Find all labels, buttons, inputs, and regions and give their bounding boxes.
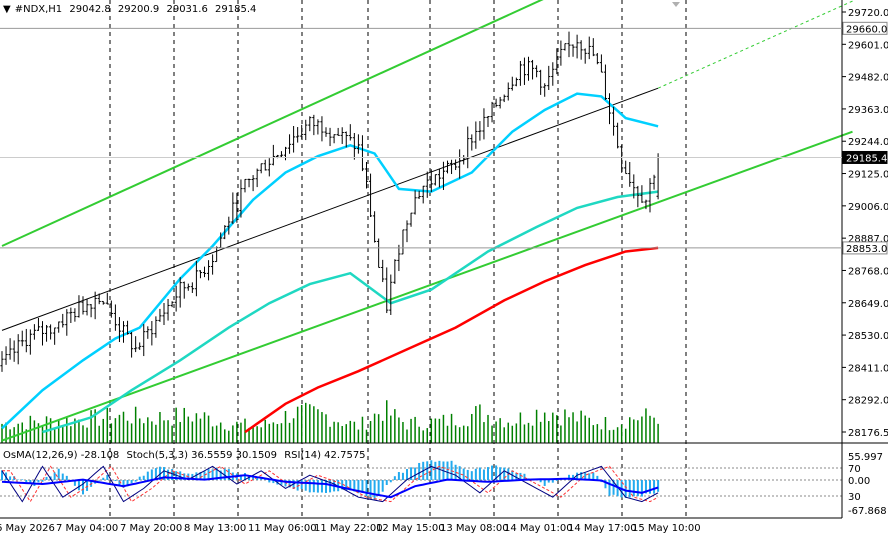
price-tick-label: 28530.0	[848, 331, 888, 342]
time-label: 7 May 04:00	[56, 523, 118, 534]
price-tick-label: 28411.0	[848, 363, 888, 374]
price-label-box	[842, 150, 888, 164]
price-label-box	[842, 241, 888, 255]
price-tick-label: 29601.0	[848, 40, 888, 51]
channel-line	[1, 0, 544, 247]
price-tick-label: 29720.0	[848, 8, 888, 19]
scroll-marker-icon[interactable]	[672, 2, 680, 7]
time-label: 11 May 22:00	[314, 523, 383, 534]
indicator-tick-label: 70	[848, 464, 861, 475]
price-tick-label: 28176.5	[848, 428, 888, 439]
indicator-tick-label: 55.997	[848, 452, 883, 463]
symbol-name: #NDX,H1	[14, 4, 63, 15]
time-label: 12 May 15:00	[376, 523, 445, 534]
time-label: 15 May 10:00	[632, 523, 701, 534]
price-tick-label: 28292.0	[848, 396, 888, 407]
symbol-header: ▼ #NDX,H1 29042.8 29200.9 29031.6 29185.4	[3, 4, 260, 15]
price-label-box	[842, 21, 888, 35]
ohlc-open: 29042.8	[69, 4, 111, 15]
rsi-line	[1, 474, 659, 499]
price-tick-label: 28887.0	[848, 234, 888, 245]
price-tick-label: 29244.0	[848, 137, 888, 148]
price-label: 29185.4	[846, 153, 887, 164]
price-tick-label: 29006.0	[848, 202, 888, 213]
ohlc-close: 29185.4	[215, 4, 257, 15]
price-tick-label: 29482.0	[848, 73, 888, 84]
time-label: 14 May 01:00	[504, 523, 573, 534]
indicator-header: OsMA(12,26,9) -28.108 Stoch(5,3,3) 36.55…	[3, 450, 370, 461]
trend-line	[1, 87, 659, 331]
indicator-tick-label: 0.00	[848, 476, 870, 487]
price-tick-label: 28768.0	[848, 266, 888, 277]
time-label: 14 May 17:00	[568, 523, 637, 534]
indicator-tick-label: -67.868	[848, 506, 887, 517]
osma-label: OsMA(12,26,9) -28.108	[3, 450, 120, 461]
ohlc-high: 29200.9	[117, 4, 160, 15]
ema_mid-line	[42, 190, 659, 434]
collapse-arrow-icon[interactable]: ▼	[3, 4, 11, 15]
price-label: 29660.0	[846, 24, 887, 35]
price-tick-label: 29363.0	[848, 105, 888, 116]
time-label: 8 May 13:00	[184, 523, 246, 534]
indicator-tick-label: 30	[848, 492, 861, 503]
price-tick-label: 29125.0	[848, 170, 888, 181]
rsi-label: RSI(14) 42.7575	[284, 450, 366, 461]
channel-line	[1, 130, 853, 442]
time-label: 6 May 2026	[0, 523, 55, 534]
ema_slow-line	[244, 246, 659, 434]
stoch-label: Stoch(5,3,3) 36.5559 30.1509	[126, 450, 278, 461]
stoch-main-line	[1, 465, 659, 503]
time-label: 13 May 08:00	[440, 523, 509, 534]
time-label: 7 May 20:00	[120, 523, 182, 534]
price-tick-label: 28649.0	[848, 299, 888, 310]
price-label: 28853.0	[846, 244, 887, 255]
ohlc-low: 29031.6	[166, 4, 208, 15]
time-label: 11 May 06:00	[248, 523, 317, 534]
stoch-signal-line	[2, 465, 659, 503]
